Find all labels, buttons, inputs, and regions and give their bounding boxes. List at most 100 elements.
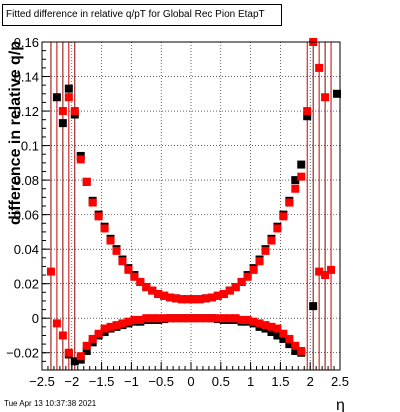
y-tick-label: 0.02 [14, 277, 39, 292]
tick-labels: −2.5 −2 −1.5 −1 −0.5 0 0.5 1 1.5 2 2.5 −0.02 0 0.02 0.… [6, 35, 349, 389]
red-marker [106, 236, 115, 245]
black-marker [303, 112, 312, 121]
red-marker [178, 295, 187, 304]
red-marker [148, 286, 157, 295]
red-marker [255, 257, 264, 266]
red-marker [136, 277, 145, 286]
red-marker [321, 271, 330, 280]
black-marker [52, 93, 61, 102]
red-marker [237, 315, 246, 324]
red-marker [142, 314, 151, 323]
red-marker [94, 329, 103, 338]
red-marker [261, 246, 270, 255]
y-tick-label: 0.04 [14, 242, 39, 257]
x-tick-label: 0 [187, 374, 194, 389]
red-marker [207, 314, 216, 323]
y-tick-label: −0.02 [6, 346, 39, 361]
red-marker [160, 291, 169, 300]
red-marker [219, 314, 228, 323]
black-marker [279, 334, 288, 343]
red-marker [130, 272, 139, 281]
red-marker [82, 177, 91, 186]
red-marker [225, 286, 234, 295]
red-marker [94, 212, 103, 221]
red-marker [64, 348, 73, 357]
black-marker [273, 331, 282, 340]
x-tick-label: 2.5 [331, 374, 349, 389]
y-tick-label: 0.14 [14, 70, 39, 85]
red-marker [154, 290, 163, 299]
red-marker [76, 352, 85, 361]
red-marker [124, 265, 133, 274]
red-marker [285, 334, 294, 343]
red-marker [213, 291, 222, 300]
x-tick-label: −1 [124, 374, 139, 389]
red-marker [297, 347, 306, 356]
red-marker [178, 314, 187, 323]
red-marker [118, 257, 127, 266]
x-tick-label: −0.5 [148, 374, 174, 389]
red-marker [267, 322, 276, 331]
red-marker [249, 317, 258, 326]
x-tick-label: −1.5 [89, 374, 115, 389]
y-tick-label: 0 [32, 311, 39, 326]
red-marker [172, 314, 181, 323]
black-marker [297, 160, 306, 169]
y-tick-label: 0.08 [14, 173, 39, 188]
red-marker [267, 236, 276, 245]
red-marker [321, 93, 330, 102]
red-marker [249, 265, 258, 274]
x-tick-label: −2 [64, 374, 79, 389]
black-marker [58, 119, 67, 128]
chart-title: Fitted difference in relative q/pT for G… [2, 4, 282, 26]
black-marker [291, 176, 300, 185]
red-marker [154, 314, 163, 323]
red-marker [112, 321, 121, 330]
red-marker [58, 331, 67, 340]
x-tick-label: 1 [247, 374, 254, 389]
red-marker [285, 198, 294, 207]
red-marker [88, 198, 97, 207]
timestamp: Tue Apr 13 10:37:38 2021 [4, 399, 97, 408]
red-marker [46, 267, 55, 276]
red-marker [189, 314, 198, 323]
y-tick-label: 0.12 [14, 104, 39, 119]
red-marker [231, 314, 240, 323]
black-marker [267, 328, 276, 337]
red-marker [64, 93, 73, 102]
red-marker [315, 63, 324, 72]
red-marker [243, 315, 252, 324]
red-marker [172, 294, 181, 303]
x-tick-label: 1.5 [271, 374, 289, 389]
red-marker [106, 322, 115, 331]
red-marker [255, 319, 264, 328]
black-marker [291, 347, 300, 356]
red-marker [273, 224, 282, 233]
black-marker [70, 357, 79, 366]
red-marker [136, 315, 145, 324]
red-marker [225, 314, 234, 323]
black-marker [82, 347, 91, 356]
red-marker [327, 265, 336, 274]
red-marker [195, 314, 204, 323]
red-marker [315, 267, 324, 276]
x-tick-label: 2 [307, 374, 314, 389]
red-marker [52, 319, 61, 328]
red-marker [184, 314, 193, 323]
red-marker [279, 212, 288, 221]
red-marker [70, 107, 79, 116]
red-marker [124, 317, 133, 326]
x-axis-title: η [336, 397, 345, 412]
red-marker [207, 293, 216, 302]
black-marker [285, 340, 294, 349]
red-marker [142, 283, 151, 292]
red-marker [201, 294, 210, 303]
black-marker [333, 89, 342, 98]
red-marker [261, 321, 270, 330]
red-marker [166, 314, 175, 323]
red-marker [58, 107, 67, 116]
red-marker [297, 172, 306, 181]
y-tick-label: 0.1 [21, 139, 39, 154]
red-marker [195, 295, 204, 304]
